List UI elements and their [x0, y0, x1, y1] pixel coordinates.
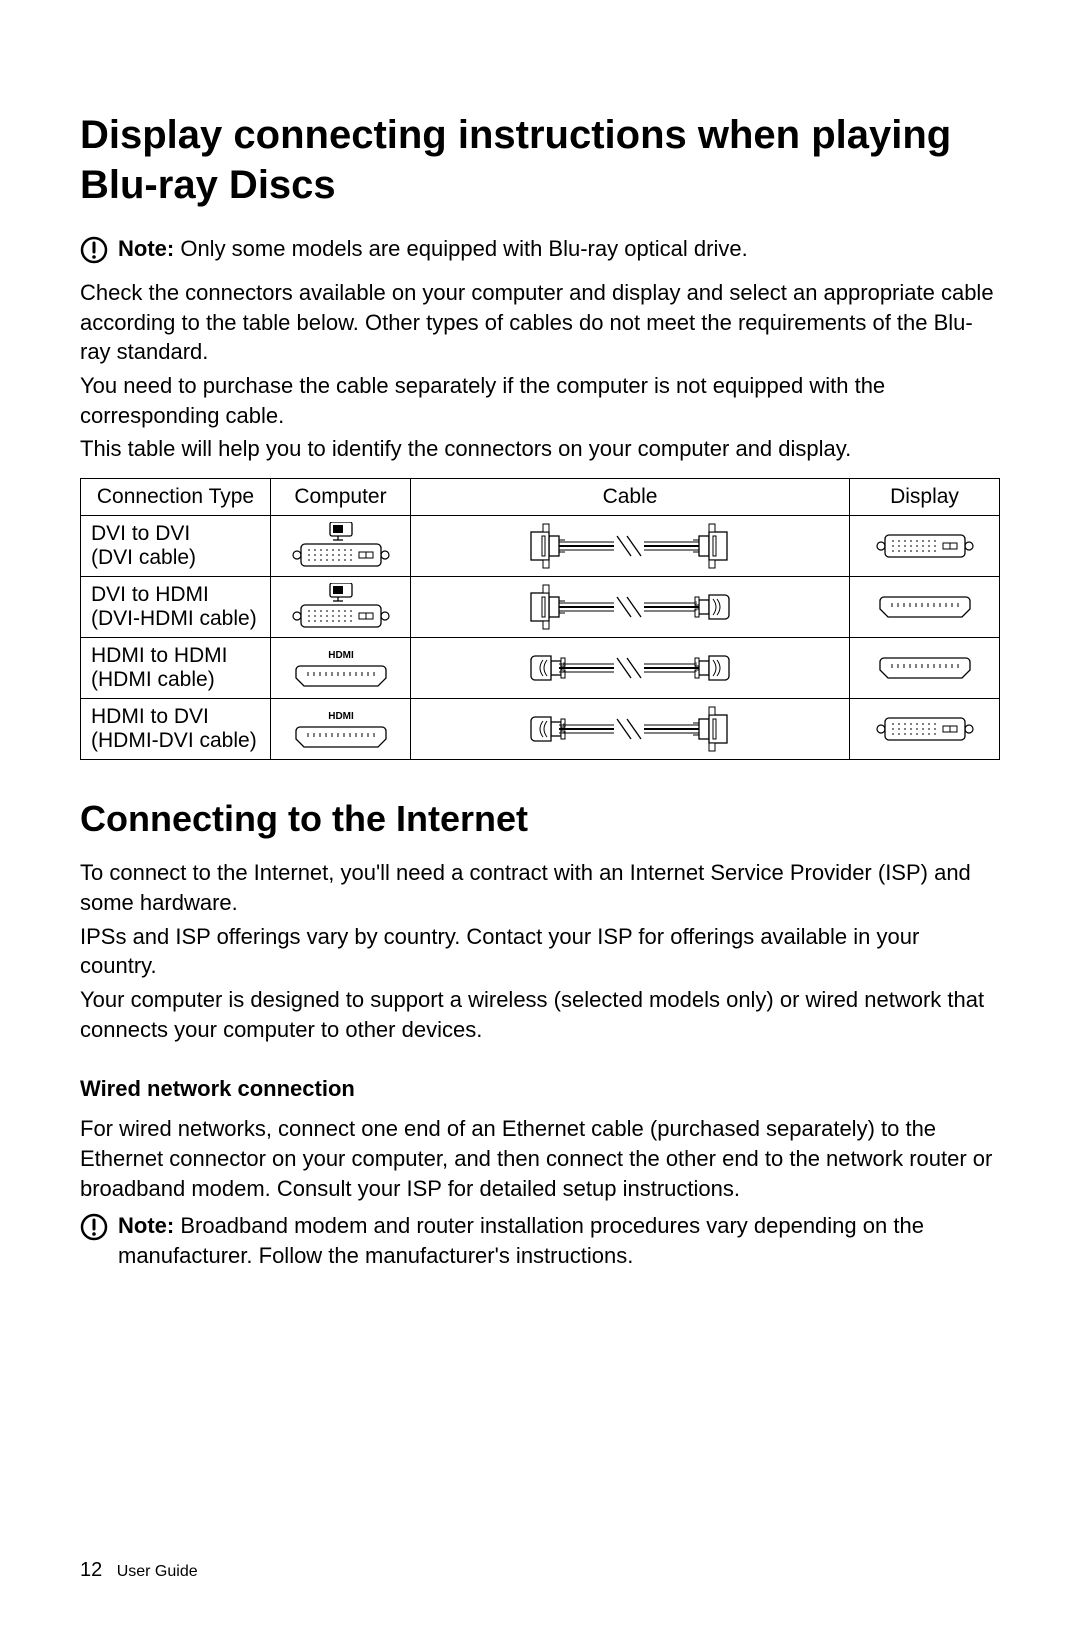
info-icon — [80, 236, 108, 264]
table-row: DVI to DVI (DVI cable) — [81, 516, 1000, 577]
para-purchase-cable: You need to purchase the cable separatel… — [80, 371, 1000, 430]
cell-display-hdmi-port-icon — [850, 638, 1000, 699]
cell-computer-hdmi-port-icon: HDMI — [271, 699, 411, 760]
para-wired-instructions: For wired networks, connect one end of a… — [80, 1114, 1000, 1203]
table-row: DVI to HDMI (DVI-HDMI cable) — [81, 577, 1000, 638]
cell-cable-dvi-dvi-icon — [411, 516, 850, 577]
connector-table: Connection Type Computer Cable Display D… — [80, 478, 1000, 760]
table-row: HDMI to DVI (HDMI-DVI cable) HDMI — [81, 699, 1000, 760]
cell-cable-dvi-hdmi-icon — [411, 577, 850, 638]
heading-wired-network: Wired network connection — [80, 1076, 1000, 1102]
page-number: 12 — [80, 1559, 102, 1581]
page: Display connecting instructions when pla… — [0, 0, 1080, 1642]
cell-display-hdmi-port-icon — [850, 577, 1000, 638]
cell-type: HDMI to DVI (HDMI-DVI cable) — [81, 699, 271, 760]
cell-computer-dvi-port-icon — [271, 577, 411, 638]
th-cable: Cable — [411, 479, 850, 516]
para-isp-vary: IPSs and ISP offerings vary by country. … — [80, 922, 1000, 981]
table-row: HDMI to HDMI (HDMI cable) HDMI — [81, 638, 1000, 699]
cell-cable-hdmi-dvi-icon — [411, 699, 850, 760]
heading-display-instructions: Display connecting instructions when pla… — [80, 110, 1000, 210]
cell-type: DVI to HDMI (DVI-HDMI cable) — [81, 577, 271, 638]
para-check-connectors: Check the connectors available on your c… — [80, 278, 1000, 367]
th-computer: Computer — [271, 479, 411, 516]
note-text: Note: Broadband modem and router install… — [118, 1211, 1000, 1270]
cell-display-dvi-port-icon — [850, 699, 1000, 760]
cell-display-dvi-port-icon — [850, 516, 1000, 577]
table-header-row: Connection Type Computer Cable Display — [81, 479, 1000, 516]
para-wireless-wired: Your computer is designed to support a w… — [80, 985, 1000, 1044]
svg-text:HDMI: HDMI — [328, 711, 354, 722]
th-connection-type: Connection Type — [81, 479, 271, 516]
heading-connecting-internet: Connecting to the Internet — [80, 798, 1000, 840]
note-bluray: Note: Only some models are equipped with… — [80, 234, 1000, 264]
svg-text:HDMI: HDMI — [328, 650, 354, 661]
info-icon — [80, 1213, 108, 1241]
cell-computer-hdmi-port-icon: HDMI — [271, 638, 411, 699]
th-display: Display — [850, 479, 1000, 516]
para-table-help: This table will help you to identify the… — [80, 434, 1000, 464]
cell-type: HDMI to HDMI (HDMI cable) — [81, 638, 271, 699]
page-footer: 12 User Guide — [80, 1559, 198, 1582]
cell-computer-dvi-port-icon — [271, 516, 411, 577]
note-broadband: Note: Broadband modem and router install… — [80, 1211, 1000, 1270]
cell-type: DVI to DVI (DVI cable) — [81, 516, 271, 577]
footer-label: User Guide — [117, 1563, 198, 1580]
note-text: Note: Only some models are equipped with… — [118, 234, 748, 264]
para-isp-contract: To connect to the Internet, you'll need … — [80, 858, 1000, 917]
cell-cable-hdmi-hdmi-icon — [411, 638, 850, 699]
